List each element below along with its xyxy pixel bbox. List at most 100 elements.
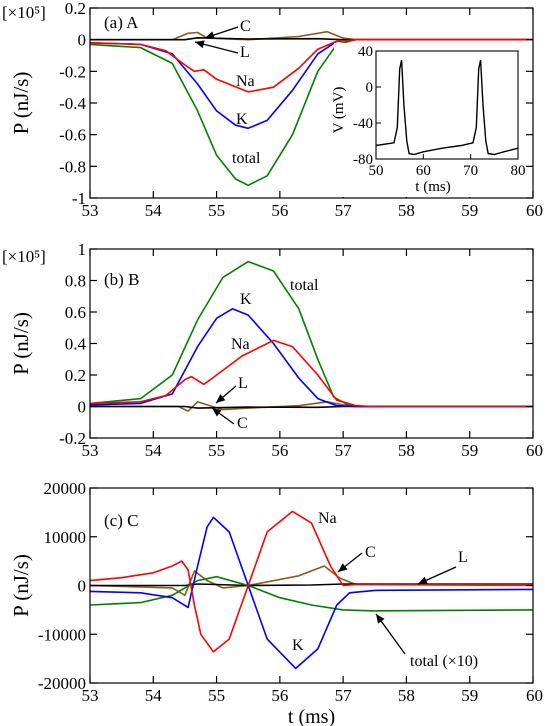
y-tick-label: -0.8 (59, 157, 86, 176)
inset-background (334, 43, 526, 197)
inset-voltage-line (375, 59, 519, 156)
x-tick-label: 54 (145, 201, 163, 220)
x-tick-label: 54 (145, 686, 163, 705)
x-tick-label: 60 (526, 686, 543, 705)
x-tick-label: 58 (398, 201, 415, 220)
series-line-l (90, 37, 533, 41)
x-tick-label: 53 (82, 441, 99, 460)
panel-label: (a) A (104, 13, 139, 32)
series-annotation: total (×10) (410, 653, 478, 670)
y-tick-label: 0.2 (65, 366, 86, 385)
y-tick-label: -20000 (38, 674, 86, 693)
series-line-na (89, 38, 533, 93)
annotation-arrowhead (376, 614, 385, 624)
x-tick-label: 53 (82, 201, 99, 220)
series-line-c (89, 565, 534, 597)
series-group (89, 510, 534, 670)
series-line-na (89, 339, 533, 408)
y-tick-label: 1 (78, 240, 87, 259)
inset-y-tick-label: -80 (353, 152, 373, 168)
y-tick-label: 0.6 (65, 303, 86, 322)
chart-panel-2: 53 54 55 56 57 58 59 60 1 0.8 0.6 0.4 0.2 0 -0.2 P (nJ/… (2, 240, 543, 460)
series-annotation: C (240, 18, 251, 35)
series-annotation: L (240, 44, 250, 61)
chart-panel-3: 53 54 55 56 57 58 59 60 20000 10000 0 -10000 -20000 P… (9, 479, 543, 726)
x-axis-label: t (ms) (288, 706, 335, 726)
inset-x-tick-label: 60 (416, 163, 431, 179)
series-annotation: L (238, 375, 248, 392)
x-tick-label: 60 (526, 441, 543, 460)
series-annotation: total (290, 277, 319, 294)
y-tick-label: -0.2 (59, 62, 86, 81)
x-tick-label: 56 (271, 686, 288, 705)
x-tick-label: 55 (208, 201, 225, 220)
series-line-total (89, 575, 534, 612)
annotation-arrowhead (195, 40, 205, 49)
series-group (89, 30, 533, 187)
x-tick-label: 58 (398, 441, 415, 460)
series-annotation: C (365, 544, 376, 561)
y-axis-label: P (nJ/s) (9, 72, 33, 135)
inset-frame (375, 50, 519, 160)
x-tick-label: 59 (461, 686, 478, 705)
series-annotation: total (232, 150, 261, 167)
y-tick-label: 20000 (44, 479, 87, 498)
y-multiplier-label: [×10⁵] (2, 3, 46, 22)
x-tick-label: 57 (335, 686, 353, 705)
y-tick-label: -0.2 (59, 429, 86, 448)
x-tick-label: 57 (335, 201, 353, 220)
x-tick-label: 55 (208, 686, 225, 705)
annotation-arrowhead (212, 408, 222, 417)
y-tick-label: 0 (78, 398, 87, 417)
panel-label: (c) C (104, 511, 138, 530)
series-annotation: Na (318, 510, 337, 527)
y-tick-label: 10000 (44, 528, 87, 547)
panel-label: (b) B (104, 270, 139, 289)
inset-x-tick-label: 70 (463, 163, 478, 179)
x-tick-label: 59 (461, 441, 478, 460)
y-tick-label: -0.6 (59, 126, 86, 145)
series-annotation: Na (231, 336, 250, 353)
inset-x-axis-label: t (ms) (415, 179, 450, 195)
chart-panel-1: 53 54 55 56 57 58 59 60 0.2 0 -0.2 -0.4 -0.6 -0.8 -1 P … (2, 0, 543, 220)
annotation-arrowhead (216, 394, 226, 403)
series-annotation: L (458, 549, 468, 566)
series-line-k (89, 516, 534, 670)
inset-x-tick-label: 80 (511, 163, 526, 179)
inset-y-axis-label: V (mV) (331, 87, 347, 134)
x-tick-label: 55 (208, 441, 225, 460)
series-line-c (90, 401, 533, 412)
x-tick-label: 58 (398, 686, 415, 705)
y-tick-label: 0.8 (65, 272, 86, 291)
y-axis-label: P (nJ/s) (9, 312, 33, 375)
inset-x-tick-label: 50 (369, 163, 384, 179)
series-line-l (90, 583, 533, 587)
inset-y-tick-label: 40 (358, 44, 373, 60)
x-tick-label: 60 (526, 201, 543, 220)
series-annotation: C (237, 415, 248, 432)
series-annotation: K (236, 111, 248, 128)
series-line-k (89, 308, 533, 408)
inset-chart: 50 60 70 80 40 0 -40 -80 t (ms) V (mV) (331, 43, 526, 197)
series-annotation: Na (236, 73, 255, 90)
y-tick-label: -10000 (38, 625, 86, 644)
x-tick-label: 56 (271, 201, 288, 220)
y-tick-label: 0 (78, 31, 87, 50)
series-group (89, 260, 533, 412)
y-tick-label: -0.4 (59, 94, 86, 113)
annotation-arrowhead (205, 31, 215, 39)
x-tick-label: 54 (145, 441, 163, 460)
y-tick-label: 0.2 (65, 0, 86, 18)
x-tick-label: 57 (335, 441, 353, 460)
annotation-arrowhead (418, 576, 428, 584)
inset-y-tick-label: -40 (353, 116, 373, 132)
y-axis-label: P (nJ/s) (9, 554, 33, 617)
inset-y-tick-label: 0 (366, 80, 374, 96)
x-tick-label: 59 (461, 201, 478, 220)
series-line-na (89, 510, 533, 653)
annotation-arrowhead (338, 563, 348, 572)
y-tick-label: 0.4 (65, 335, 87, 354)
y-tick-label: -1 (72, 189, 86, 208)
y-multiplier-label: [×10⁵] (2, 247, 46, 266)
